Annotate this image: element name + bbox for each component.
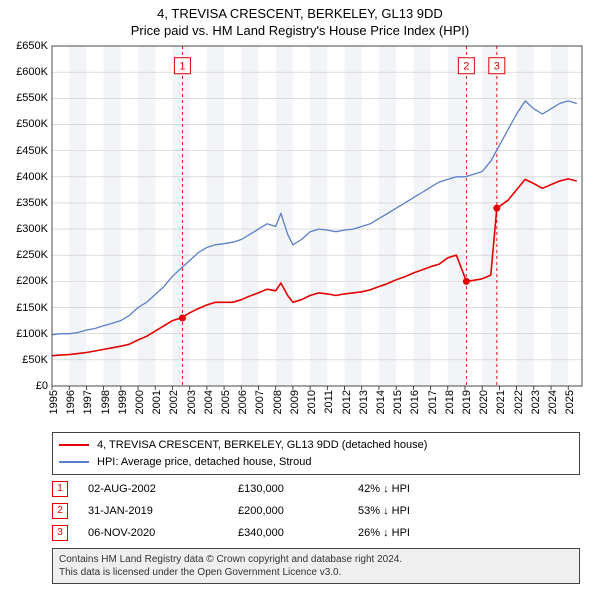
x-tick-label: 2009 [289, 390, 301, 414]
svg-text:2: 2 [463, 61, 469, 73]
y-tick-label: £200K [16, 275, 48, 287]
x-tick-label: 2011 [323, 390, 335, 414]
x-tick-label: 2016 [409, 390, 421, 414]
x-tick-label: 1996 [65, 390, 77, 414]
sale-price: £130,000 [238, 483, 358, 495]
x-tick-label: 2024 [547, 390, 559, 414]
x-tick-label: 2022 [513, 390, 525, 414]
x-tick-label: 2010 [306, 390, 318, 414]
x-tick-label: 2006 [237, 390, 249, 414]
legend-swatch [59, 461, 89, 463]
y-tick-label: £150K [16, 302, 48, 314]
footer-line2: This data is licensed under the Open Gov… [59, 566, 573, 579]
sales-table: 1 02-AUG-2002£130,00042% ↓ HPI 2 31-JAN-201… [52, 478, 580, 544]
x-tick-label: 2000 [134, 390, 146, 414]
sale-row: 2 31-JAN-2019£200,00053% ↓ HPI [52, 500, 580, 522]
y-tick-label: £300K [16, 223, 48, 235]
title-line2: Price paid vs. HM Land Registry's House … [0, 23, 600, 40]
y-tick-label: £600K [16, 66, 48, 78]
x-tick-label: 2012 [341, 390, 353, 414]
y-tick-label: £350K [16, 197, 48, 209]
sale-date: 02-AUG-2002 [88, 483, 238, 495]
sale-marker: 3 [52, 525, 68, 541]
sale-price: £340,000 [238, 527, 358, 539]
legend-row: 4, TREVISA CRESCENT, BERKELEY, GL13 9DD … [59, 437, 573, 454]
y-tick-label: £50K [22, 354, 48, 366]
x-tick-label: 2021 [495, 390, 507, 414]
legend-label: HPI: Average price, detached house, Stro… [97, 454, 311, 471]
x-tick-label: 2020 [478, 390, 490, 414]
y-tick-label: £100K [16, 328, 48, 340]
x-tick-label: 2007 [254, 390, 266, 414]
y-tick-label: £450K [16, 145, 48, 157]
sale-marker: 2 [52, 503, 68, 519]
x-tick-label: 2017 [427, 390, 439, 414]
x-tick-label: 2014 [375, 390, 387, 414]
y-tick-label: £0 [36, 380, 48, 392]
y-tick-label: £500K [16, 118, 48, 130]
x-tick-label: 2019 [461, 390, 473, 414]
x-tick-label: 2001 [151, 390, 163, 414]
x-tick-label: 1995 [48, 390, 60, 414]
footer-line1: Contains HM Land Registry data © Crown c… [59, 553, 573, 566]
x-tick-label: 2005 [220, 390, 232, 414]
x-tick-label: 2002 [168, 390, 180, 414]
sale-date: 06-NOV-2020 [88, 527, 238, 539]
sale-diff: 26% ↓ HPI [358, 527, 580, 539]
x-tick-label: 1998 [100, 390, 112, 414]
x-tick-label: 1999 [117, 390, 129, 414]
legend-row: HPI: Average price, detached house, Stro… [59, 454, 573, 471]
chart-svg: 1 2 3 [52, 46, 582, 386]
sale-price: £200,000 [238, 505, 358, 517]
x-tick-label: 2025 [564, 390, 576, 414]
sale-row: 1 02-AUG-2002£130,00042% ↓ HPI [52, 478, 580, 500]
svg-text:1: 1 [179, 61, 185, 73]
chart-area: 123 £0£50K£100K£150K£200K£250K£300K£350K… [52, 46, 582, 386]
x-tick-label: 2013 [358, 390, 370, 414]
y-tick-label: £250K [16, 249, 48, 261]
x-tick-label: 2004 [203, 390, 215, 414]
x-tick-label: 2003 [186, 390, 198, 414]
footer-attribution: Contains HM Land Registry data © Crown c… [52, 548, 580, 584]
x-tick-label: 2018 [444, 390, 456, 414]
x-tick-label: 1997 [82, 390, 94, 414]
title-line1: 4, TREVISA CRESCENT, BERKELEY, GL13 9DD [0, 6, 600, 23]
legend-swatch [59, 444, 89, 446]
sale-date: 31-JAN-2019 [88, 505, 238, 517]
y-tick-label: £550K [16, 92, 48, 104]
x-tick-label: 2008 [272, 390, 284, 414]
legend-box: 4, TREVISA CRESCENT, BERKELEY, GL13 9DD … [52, 432, 580, 475]
sale-diff: 42% ↓ HPI [358, 483, 580, 495]
sale-diff: 53% ↓ HPI [358, 505, 580, 517]
svg-text:3: 3 [494, 61, 500, 73]
x-tick-label: 2023 [530, 390, 542, 414]
y-tick-label: £650K [16, 40, 48, 52]
sale-row: 3 06-NOV-2020£340,00026% ↓ HPI [52, 522, 580, 544]
sale-marker: 1 [52, 481, 68, 497]
x-tick-label: 2015 [392, 390, 404, 414]
chart-title: 4, TREVISA CRESCENT, BERKELEY, GL13 9DD … [0, 0, 600, 40]
legend-label: 4, TREVISA CRESCENT, BERKELEY, GL13 9DD … [97, 437, 427, 454]
y-tick-label: £400K [16, 171, 48, 183]
